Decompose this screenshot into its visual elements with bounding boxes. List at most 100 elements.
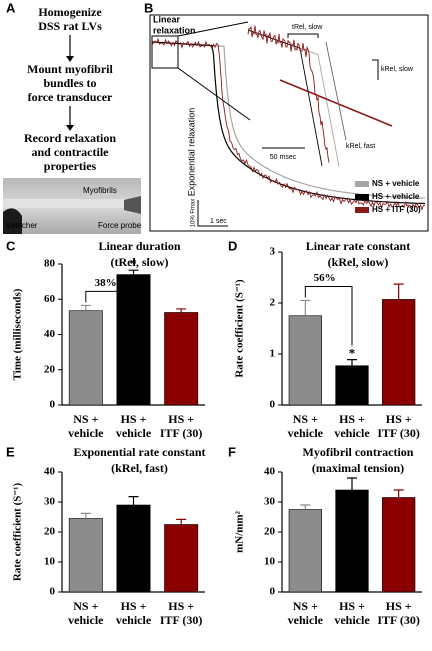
annotation: tRel, slow <box>292 24 323 31</box>
significance: * <box>349 346 356 361</box>
step-text: and contractile <box>32 145 110 159</box>
error-bar <box>176 518 187 525</box>
arrow-head <box>66 125 74 131</box>
error-bar <box>80 512 91 519</box>
panel-label: B <box>144 0 153 15</box>
x-tick-label: NS + <box>293 599 318 613</box>
zoom-line <box>177 67 251 121</box>
bar <box>288 509 322 593</box>
panel-label: D <box>228 238 237 253</box>
x-tick-label: vehicle <box>68 613 104 627</box>
bracket <box>85 290 134 303</box>
image-label: Stretcher <box>5 221 38 230</box>
error-bar <box>347 477 357 490</box>
bar <box>288 315 322 406</box>
fit-line <box>325 41 347 141</box>
x-tick-label: HS + <box>339 412 365 426</box>
inset-trace <box>247 25 330 163</box>
x-tick-label: NS + <box>73 599 98 613</box>
bar <box>382 299 416 406</box>
annotation: kRel, fast <box>346 143 375 150</box>
legend-swatch <box>355 181 369 187</box>
bar <box>164 312 199 406</box>
y-tick-label: 30 <box>44 496 56 508</box>
step-text: properties <box>44 159 97 173</box>
y-axis-label: Rate coefficient (S⁻¹) <box>234 279 246 378</box>
x-tick-label: ITF (30) <box>160 426 203 440</box>
bar <box>68 518 103 593</box>
step-text: DSS rat LVs <box>38 19 102 33</box>
chart-subtitle: (kRel, slow) <box>328 255 389 269</box>
step-text: Record relaxation <box>24 131 116 145</box>
bar <box>382 497 416 593</box>
error-bar <box>347 359 357 366</box>
trace <box>151 37 426 211</box>
y-tick-label: 80 <box>44 258 56 270</box>
bar <box>164 524 199 593</box>
probe-tip <box>124 196 141 214</box>
x-tick-label: ITF (30) <box>377 426 420 440</box>
scale-bar <box>197 200 228 227</box>
x-tick-label: vehicle <box>116 613 152 627</box>
image-label: Myofibrils <box>83 186 117 195</box>
y-tick-label: 0 <box>270 586 276 598</box>
panel-label: A <box>6 0 16 15</box>
chart-title: Myofibril contraction <box>303 445 414 459</box>
inset-trace <box>247 29 323 166</box>
x-tick-label: ITF (30) <box>160 613 203 627</box>
x-tick-label: vehicle <box>334 613 370 627</box>
x-tick-label: HS + <box>386 599 412 613</box>
fit-line <box>279 79 393 127</box>
chart-subtitle: (kRel, fast) <box>111 461 168 475</box>
zoom-line <box>177 21 249 37</box>
x-tick-label: HS + <box>121 412 147 426</box>
y-tick-label: 20 <box>44 526 56 538</box>
scale-label: 1 sec <box>210 218 227 225</box>
chart-subtitle: (tRel, slow) <box>111 255 169 269</box>
y-tick-label: 10 <box>264 556 276 568</box>
stretcher-tip <box>3 208 22 234</box>
chart-title: Linear rate constant <box>306 239 410 253</box>
x-tick-label: NS + <box>73 412 98 426</box>
y-tick-label: 60 <box>44 293 56 305</box>
scale-label: 10% Fmax <box>191 199 197 228</box>
y-tick-label: 40 <box>44 466 56 478</box>
y-tick-label: 0 <box>50 586 56 598</box>
legend-swatch <box>355 194 369 200</box>
legend-swatch <box>355 207 369 213</box>
y-tick-label: 20 <box>264 526 276 538</box>
x-tick-label: vehicle <box>68 426 104 440</box>
scale-label: 50 msec <box>270 154 297 161</box>
error-bar <box>300 299 311 316</box>
error-bar <box>128 269 139 275</box>
y-tick-label: 20 <box>44 363 56 375</box>
legend-label: HS + vehicle <box>372 192 420 201</box>
step-text: bundles to <box>43 76 96 90</box>
x-tick-label: vehicle <box>116 426 152 440</box>
x-tick-label: NS + <box>293 412 318 426</box>
arrow-head <box>66 56 74 62</box>
legend-label: NS + vehicle <box>372 179 420 188</box>
bracket-label: 56% <box>314 272 336 284</box>
x-tick-label: ITF (30) <box>377 613 420 627</box>
error-bar <box>80 304 91 311</box>
box-label: Linear <box>153 14 181 24</box>
chart-subtitle: (maximal tension) <box>312 461 404 475</box>
legend-label: HS + ITF (30) <box>372 205 421 214</box>
error-bar <box>300 504 311 510</box>
y-tick-label: 30 <box>264 496 276 508</box>
error-bar <box>393 489 404 498</box>
step-text: Homogenize <box>38 5 102 19</box>
error-bar <box>176 308 187 313</box>
myofibril <box>3 199 141 208</box>
image-label: Force probe <box>98 221 142 230</box>
significance: * <box>130 256 137 271</box>
y-tick-label: 40 <box>264 466 276 478</box>
y-axis-label: Rate coefficient (S⁻¹) <box>12 483 24 582</box>
x-tick-label: vehicle <box>288 613 324 627</box>
x-tick-label: HS + <box>386 412 412 426</box>
panel-label: F <box>228 444 236 459</box>
